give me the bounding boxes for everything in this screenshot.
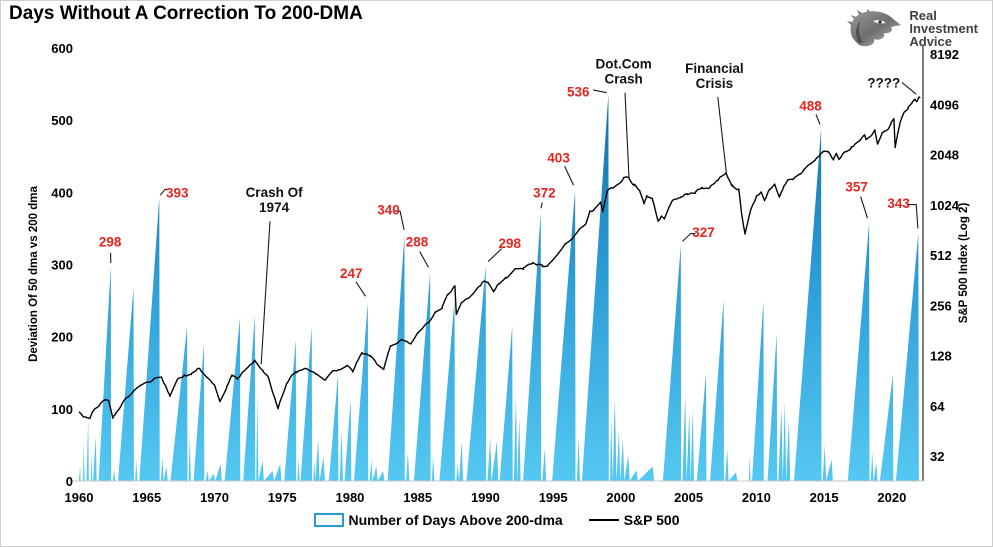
legend-item-sp500: S&P 500 bbox=[588, 512, 680, 528]
annotation-leader-line bbox=[906, 204, 919, 229]
annotation-leader-line bbox=[860, 196, 869, 219]
peak-value-label: 343 bbox=[887, 196, 910, 211]
peak-value-label: 298 bbox=[99, 234, 122, 249]
x-axis-tick-label: 2000 bbox=[606, 490, 635, 505]
left-axis-tick-label: 200 bbox=[51, 330, 73, 345]
x-axis-tick-label: 2015 bbox=[810, 490, 839, 505]
x-axis-tick-label: 2020 bbox=[877, 490, 906, 505]
peak-value-label: 298 bbox=[499, 236, 522, 251]
right-axis-tick-label: 32 bbox=[930, 449, 944, 464]
x-axis-tick-label: 1960 bbox=[65, 490, 94, 505]
logo-line-3: Advice bbox=[909, 34, 952, 49]
x-axis-tick-label: 2005 bbox=[674, 490, 703, 505]
left-axis-tick-label: 300 bbox=[51, 258, 73, 273]
peak-value-label: 393 bbox=[166, 185, 189, 200]
event-annotation-label: Crash bbox=[604, 72, 642, 87]
right-axis-tick-label: 2048 bbox=[930, 148, 959, 163]
x-axis-tick-label: 1985 bbox=[403, 490, 432, 505]
days-above-200dma-area bbox=[79, 94, 919, 481]
right-axis-tick-label: 8192 bbox=[930, 47, 959, 62]
right-axis-title: S&P 500 Index (Log 2) bbox=[958, 203, 970, 324]
x-axis-tick-label: 1975 bbox=[268, 490, 297, 505]
left-axis-tick-label: 500 bbox=[51, 113, 73, 128]
chart-legend: Number of Days Above 200-dma S&P 500 bbox=[1, 512, 992, 528]
left-axis-tick-label: 400 bbox=[51, 185, 73, 200]
x-axis-tick-label: 1980 bbox=[335, 490, 364, 505]
peak-value-label: 536 bbox=[567, 84, 590, 99]
annotation-leader-line bbox=[487, 248, 503, 262]
x-axis-tick-label: 1970 bbox=[200, 490, 229, 505]
right-axis-tick-label: 4096 bbox=[930, 97, 959, 112]
right-axis-tick-label: 512 bbox=[930, 248, 952, 263]
line-swatch-icon bbox=[588, 519, 619, 521]
left-axis-title: Deviation Of 50 dma vs 200 dma bbox=[28, 186, 40, 362]
event-annotation-label: Crash Of bbox=[246, 185, 304, 200]
peak-value-label: 340 bbox=[377, 203, 400, 218]
annotation-leader-line bbox=[901, 82, 917, 95]
peak-value-label: 403 bbox=[547, 151, 570, 166]
annotation-leader-line bbox=[540, 202, 543, 209]
peak-value-label: 247 bbox=[340, 266, 363, 281]
annotation-leader-line bbox=[624, 92, 630, 178]
x-axis-tick-label: 1990 bbox=[471, 490, 500, 505]
logo-line-2: Investment bbox=[909, 21, 978, 36]
logo-line-1: Real bbox=[909, 8, 937, 23]
annotation-leader-line bbox=[419, 251, 429, 268]
annotation-leader-line bbox=[564, 166, 574, 186]
annotation-leader-line bbox=[159, 188, 169, 196]
peak-value-label: 357 bbox=[845, 180, 868, 195]
x-axis-tick-label: 2010 bbox=[742, 490, 771, 505]
sp500-line bbox=[78, 96, 921, 420]
logo-wordmark: Real Investment Advice bbox=[909, 7, 978, 48]
x-axis-tick-label: 1965 bbox=[132, 490, 161, 505]
chart-title: Days Without A Correction To 200-DMA bbox=[9, 3, 363, 24]
eagle-icon bbox=[847, 9, 902, 47]
annotation-leader-line bbox=[717, 97, 728, 176]
annotation-leader-line bbox=[260, 221, 271, 365]
event-annotation-label: Crisis bbox=[696, 76, 734, 91]
legend-label-sp500: S&P 500 bbox=[623, 512, 680, 528]
left-axis-tick-label: 600 bbox=[51, 41, 73, 56]
ria-logo: Real Investment Advice bbox=[847, 7, 978, 51]
chart-canvas: 0 100 200 300 400 500 600 8192 4096 2048 1024 512 25… bbox=[28, 41, 970, 505]
peak-value-label: 288 bbox=[406, 234, 429, 249]
peak-value-label: 488 bbox=[799, 99, 822, 114]
event-annotation-label: ???? bbox=[867, 76, 900, 91]
annotation-leader-line bbox=[815, 114, 821, 125]
annotation-leader-line bbox=[592, 89, 607, 94]
x-axis-tick-label: 1995 bbox=[539, 490, 568, 505]
legend-item-days-above: Number of Days Above 200-dma bbox=[313, 512, 563, 528]
left-axis-tick-label: 0 bbox=[66, 474, 73, 489]
area-swatch-icon bbox=[313, 513, 344, 527]
event-annotation-label: Financial bbox=[685, 61, 744, 76]
right-axis-tick-label: 128 bbox=[930, 349, 952, 364]
peak-value-label: 327 bbox=[692, 225, 715, 240]
peak-value-label: 372 bbox=[533, 185, 556, 200]
event-annotation-label: Dot.Com bbox=[595, 57, 651, 72]
annotation-leader-line bbox=[682, 232, 696, 242]
left-axis-tick-label: 100 bbox=[51, 402, 73, 417]
right-axis-tick-label: 64 bbox=[930, 399, 945, 414]
right-axis-tick-label: 1024 bbox=[930, 198, 960, 213]
right-axis-tick-label: 256 bbox=[930, 298, 952, 313]
legend-label-days-above: Number of Days Above 200-dma bbox=[348, 512, 563, 528]
annotation-leader-line bbox=[355, 281, 366, 297]
event-annotation-label: 1974 bbox=[259, 200, 290, 215]
annotation-leader-line bbox=[394, 210, 405, 231]
